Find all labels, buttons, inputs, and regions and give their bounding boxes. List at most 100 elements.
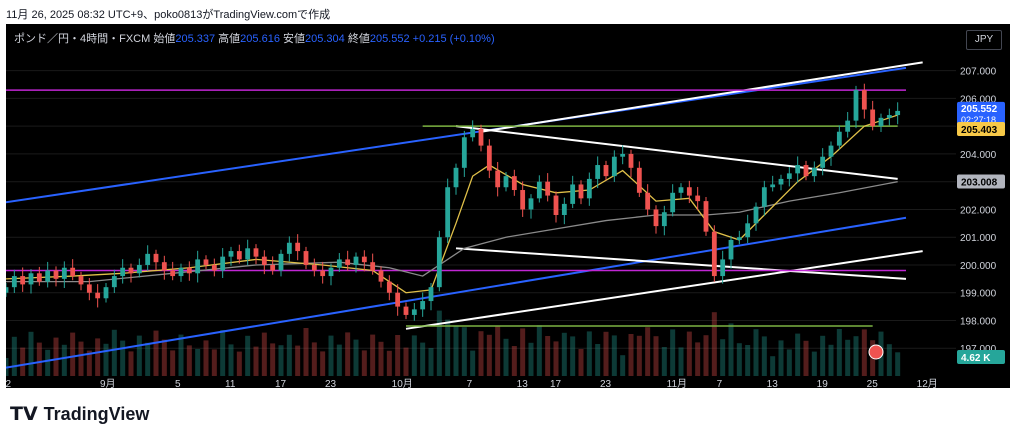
candle-104[interactable] bbox=[870, 109, 876, 127]
candle-93[interactable] bbox=[778, 178, 784, 185]
candle-41[interactable] bbox=[345, 259, 351, 265]
candle-29[interactable] bbox=[245, 248, 251, 260]
candle-96[interactable] bbox=[803, 165, 809, 177]
candle-87[interactable] bbox=[728, 239, 734, 260]
candle-55[interactable] bbox=[461, 137, 467, 168]
candle-58[interactable] bbox=[486, 145, 492, 171]
candle-47[interactable] bbox=[395, 292, 401, 307]
candle-25[interactable] bbox=[211, 264, 217, 271]
candle-17[interactable] bbox=[145, 253, 151, 265]
candle-77[interactable] bbox=[645, 192, 651, 210]
candle-49[interactable] bbox=[411, 309, 417, 315]
candle-42[interactable] bbox=[353, 256, 359, 265]
trendline-3[interactable] bbox=[455, 125, 898, 180]
candle-14[interactable] bbox=[120, 267, 126, 277]
candle-94[interactable] bbox=[786, 173, 792, 179]
candle-0[interactable] bbox=[6, 287, 9, 293]
trendline-5[interactable] bbox=[405, 250, 923, 330]
candle-19[interactable] bbox=[161, 262, 167, 271]
candle-103[interactable] bbox=[861, 90, 867, 110]
candle-5[interactable] bbox=[45, 270, 51, 282]
candle-74[interactable] bbox=[620, 153, 626, 157]
candle-67[interactable] bbox=[561, 203, 567, 215]
candle-1[interactable] bbox=[11, 276, 17, 288]
candle-59[interactable] bbox=[495, 170, 501, 188]
trendline-0[interactable] bbox=[6, 66, 907, 212]
uk-flag-icon[interactable] bbox=[868, 344, 884, 360]
candle-75[interactable] bbox=[628, 153, 634, 168]
candle-95[interactable] bbox=[795, 165, 801, 174]
candle-73[interactable] bbox=[611, 156, 617, 177]
candle-52[interactable] bbox=[436, 237, 442, 288]
time-axis[interactable] bbox=[6, 376, 1010, 388]
candle-70[interactable] bbox=[586, 178, 592, 199]
candle-46[interactable] bbox=[386, 281, 392, 293]
candle-65[interactable] bbox=[545, 181, 551, 196]
candle-10[interactable] bbox=[86, 284, 92, 293]
candle-45[interactable] bbox=[378, 270, 384, 282]
candle-85[interactable] bbox=[711, 231, 717, 277]
candle-60[interactable] bbox=[503, 176, 509, 188]
candle-33[interactable] bbox=[278, 253, 284, 271]
candle-79[interactable] bbox=[661, 212, 667, 227]
candle-20[interactable] bbox=[170, 270, 176, 277]
candle-34[interactable] bbox=[286, 242, 292, 254]
candle-97[interactable] bbox=[811, 167, 817, 177]
candle-16[interactable] bbox=[136, 264, 142, 274]
candle-90[interactable] bbox=[753, 206, 759, 224]
candle-23[interactable] bbox=[195, 259, 201, 274]
candle-4[interactable] bbox=[36, 273, 42, 282]
chart-panel[interactable]: 207.000206.000205.000204.000203.000202.0… bbox=[6, 24, 1010, 388]
candle-36[interactable] bbox=[303, 251, 309, 265]
candle-22[interactable] bbox=[186, 267, 192, 274]
candle-84[interactable] bbox=[703, 201, 709, 232]
candle-76[interactable] bbox=[636, 167, 642, 193]
candle-61[interactable] bbox=[511, 176, 517, 191]
candle-100[interactable] bbox=[836, 131, 842, 146]
candle-28[interactable] bbox=[236, 251, 242, 260]
candle-27[interactable] bbox=[228, 251, 234, 257]
candle-3[interactable] bbox=[28, 273, 34, 285]
candle-56[interactable] bbox=[470, 128, 476, 138]
candle-40[interactable] bbox=[336, 259, 342, 268]
symbol-name[interactable]: ポンド／円・4時間・FXCM bbox=[14, 33, 151, 45]
candle-51[interactable] bbox=[428, 287, 434, 302]
brand-name[interactable]: TradingView bbox=[43, 403, 150, 424]
candle-105[interactable] bbox=[878, 117, 884, 127]
trendline-2[interactable] bbox=[480, 61, 923, 133]
candle-107[interactable] bbox=[895, 110, 901, 116]
candle-54[interactable] bbox=[453, 167, 459, 188]
candle-37[interactable] bbox=[311, 264, 317, 271]
candlestick-chart[interactable]: 207.000206.000205.000204.000203.000202.0… bbox=[6, 24, 1010, 388]
candle-62[interactable] bbox=[520, 190, 526, 210]
tradingview-logo-icon[interactable]: TV bbox=[10, 403, 38, 425]
candle-7[interactable] bbox=[61, 267, 67, 279]
candle-89[interactable] bbox=[745, 223, 751, 238]
currency-button[interactable]: JPY bbox=[966, 30, 1002, 50]
candle-91[interactable] bbox=[761, 187, 767, 207]
candle-81[interactable] bbox=[678, 187, 684, 193]
candle-102[interactable] bbox=[853, 90, 859, 121]
candle-88[interactable] bbox=[736, 237, 742, 240]
candle-31[interactable] bbox=[261, 256, 267, 265]
candle-101[interactable] bbox=[845, 120, 851, 132]
candle-26[interactable] bbox=[220, 256, 226, 271]
candle-15[interactable] bbox=[128, 267, 134, 274]
candle-106[interactable] bbox=[886, 115, 892, 118]
candle-57[interactable] bbox=[478, 128, 484, 146]
candle-18[interactable] bbox=[153, 253, 159, 263]
candle-11[interactable] bbox=[95, 292, 101, 299]
candle-32[interactable] bbox=[270, 264, 276, 271]
candle-13[interactable] bbox=[111, 276, 117, 288]
candle-86[interactable] bbox=[720, 259, 726, 277]
candle-48[interactable] bbox=[403, 306, 409, 315]
candle-21[interactable] bbox=[178, 267, 184, 277]
candle-2[interactable] bbox=[20, 276, 26, 285]
candle-82[interactable] bbox=[686, 187, 692, 196]
candle-66[interactable] bbox=[553, 195, 559, 215]
candle-24[interactable] bbox=[203, 259, 209, 265]
candle-30[interactable] bbox=[253, 248, 259, 257]
candle-53[interactable] bbox=[445, 187, 451, 238]
candle-98[interactable] bbox=[820, 156, 826, 168]
candle-78[interactable] bbox=[653, 209, 659, 227]
